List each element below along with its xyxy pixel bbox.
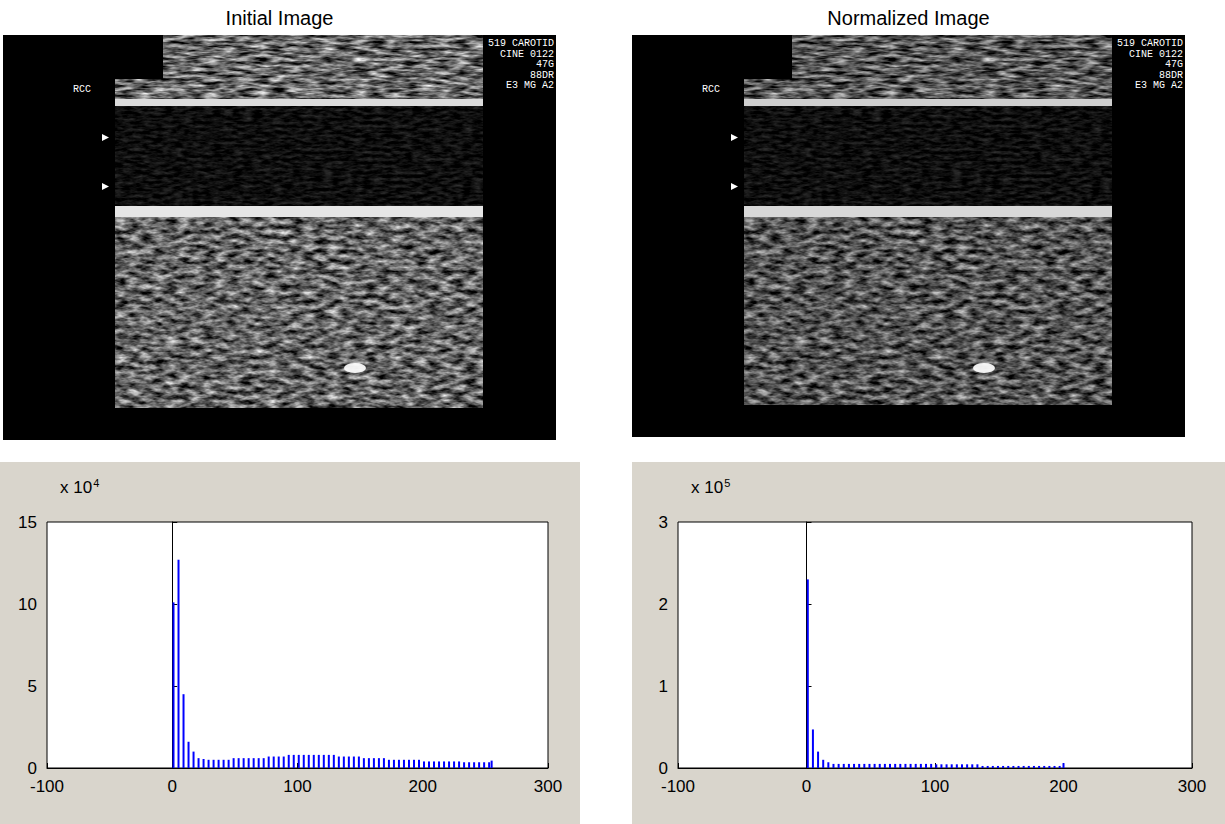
svg-text:4: 4 <box>93 477 99 489</box>
svg-text:100: 100 <box>921 777 949 796</box>
html-text:Normalized Image: Normalized Image <box>827 7 990 29</box>
svg-text:0: 0 <box>28 759 37 778</box>
svg-text:0: 0 <box>802 777 811 796</box>
svg-text:200: 200 <box>1049 777 1077 796</box>
svg-text:5: 5 <box>724 477 730 489</box>
svg-text:E3 MG A2: E3 MG A2 <box>1135 80 1183 91</box>
svg-text:x 10: x 10 <box>60 478 92 497</box>
svg-text:0: 0 <box>659 759 668 778</box>
svg-text:15: 15 <box>18 513 37 532</box>
svg-text:5: 5 <box>28 677 37 696</box>
svg-text:10: 10 <box>18 595 37 614</box>
svg-text:-100: -100 <box>661 777 695 796</box>
svg-text:519 CAROTID: 519 CAROTID <box>1117 38 1183 49</box>
svg-text:47G: 47G <box>1165 59 1183 70</box>
svg-text:RCC: RCC <box>702 84 720 95</box>
svg-text:x 10: x 10 <box>691 478 723 497</box>
svg-text:88DR: 88DR <box>530 70 554 81</box>
svg-text:100: 100 <box>283 777 311 796</box>
svg-text:CINE 0122: CINE 0122 <box>500 49 554 60</box>
svg-text:CINE 0122: CINE 0122 <box>1129 49 1183 60</box>
svg-text:-100: -100 <box>30 777 64 796</box>
svg-text:200: 200 <box>409 777 437 796</box>
svg-text:88DR: 88DR <box>1159 70 1183 81</box>
svg-text:519 CAROTID: 519 CAROTID <box>488 38 554 49</box>
svg-text:E3 MG A2: E3 MG A2 <box>506 80 554 91</box>
svg-text:2: 2 <box>659 595 668 614</box>
svg-text:47G: 47G <box>536 59 554 70</box>
svg-text:0: 0 <box>168 777 177 796</box>
svg-text:RCC: RCC <box>73 84 91 95</box>
html-text:Initial Image: Initial Image <box>225 7 334 29</box>
svg-text:3: 3 <box>659 513 668 532</box>
svg-text:300: 300 <box>1178 777 1206 796</box>
svg-text:300: 300 <box>534 777 562 796</box>
svg-text:1: 1 <box>659 677 668 696</box>
